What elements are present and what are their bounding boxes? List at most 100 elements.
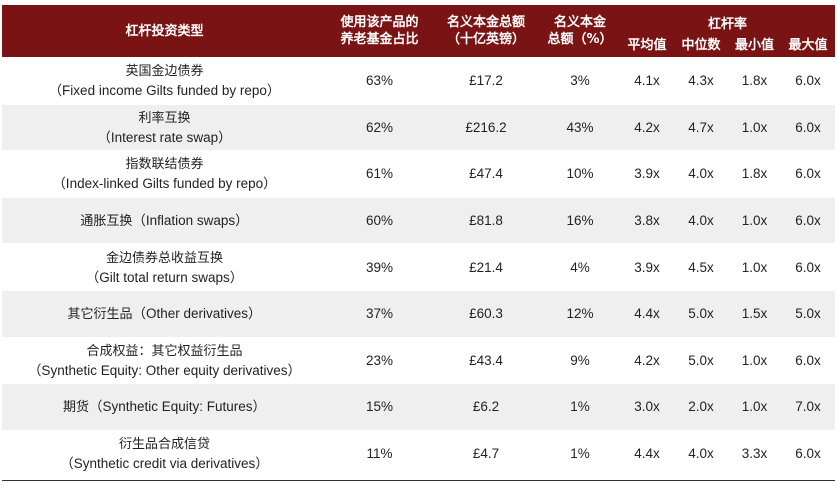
table-row: 其它衍生品（Other derivatives） 37% £60.3 12% 4.4x 5… bbox=[2, 289, 836, 338]
cell-share: 39% bbox=[327, 243, 432, 291]
table-row: 期货（Synthetic Equity: Futures） 15% £6.2 1% 3.… bbox=[2, 383, 836, 431]
cell-notional: £4.7 bbox=[432, 429, 540, 477]
cell-max: 6.0x bbox=[781, 103, 836, 151]
leverage-table-container: 杠杆投资类型 使用该产品的 养老基金占比 名义本金总额 （十亿英镑） 名义本金 … bbox=[0, 5, 837, 486]
cell-pct: 1% bbox=[540, 383, 620, 431]
cell-type: 合成权益：其它权益衍生品 （Synthetic Equity: Other equ… bbox=[2, 336, 327, 384]
type-en: （Synthetic credit via derivatives） bbox=[60, 456, 269, 472]
cell-notional: £17.2 bbox=[432, 57, 540, 105]
cell-max: 6.0x bbox=[781, 243, 836, 291]
cell-mean: 3.9x bbox=[620, 243, 674, 291]
cell-share: 63% bbox=[327, 57, 432, 105]
cell-median: 4.0x bbox=[674, 196, 728, 244]
cell-type: 英国金边债券 （Fixed income Gilts funded by repo… bbox=[2, 57, 327, 105]
table-header: 杠杆投资类型 使用该产品的 养老基金占比 名义本金总额 （十亿英镑） 名义本金 … bbox=[2, 5, 836, 58]
cell-type: 其它衍生品（Other derivatives） bbox=[2, 289, 327, 338]
type-en: （Other derivatives） bbox=[132, 305, 262, 321]
cell-type: 金边债券总收益互换 （Gilt total return swaps） bbox=[2, 243, 327, 291]
header-median: 中位数 bbox=[674, 33, 728, 58]
cell-pct: 12% bbox=[540, 289, 620, 338]
table-body: 英国金边债券 （Fixed income Gilts funded by repo… bbox=[2, 57, 836, 477]
cell-notional: £6.2 bbox=[432, 383, 540, 431]
cell-median: 5.0x bbox=[674, 289, 728, 338]
cell-notional: £47.4 bbox=[432, 150, 540, 198]
cell-min: 1.0x bbox=[728, 196, 781, 244]
cell-share: 37% bbox=[327, 289, 432, 338]
cell-min: 1.0x bbox=[728, 336, 781, 384]
table-row: 英国金边债券 （Fixed income Gilts funded by repo… bbox=[2, 57, 836, 105]
cell-mean: 3.0x bbox=[620, 383, 674, 431]
cell-median: 5.0x bbox=[674, 336, 728, 384]
header-pct-line2: 总额（%） bbox=[547, 32, 613, 47]
cell-notional: £21.4 bbox=[432, 243, 540, 291]
cell-max: 7.0x bbox=[781, 383, 836, 431]
cell-mean: 4.2x bbox=[620, 103, 674, 151]
cell-share: 60% bbox=[327, 196, 432, 244]
cell-min: 3.3x bbox=[728, 429, 781, 477]
cell-max: 6.0x bbox=[781, 57, 836, 105]
header-type: 杠杆投资类型 bbox=[2, 5, 327, 58]
table-row: 衍生品合成信贷 （Synthetic credit via derivatives… bbox=[2, 429, 836, 477]
type-en: （Synthetic Equity: Other equity derivati… bbox=[27, 362, 302, 378]
header-max: 最大值 bbox=[781, 33, 836, 58]
type-en: （Interest rate swap） bbox=[97, 129, 232, 145]
type-zh: 通胀互换 bbox=[80, 213, 133, 229]
cell-mean: 3.9x bbox=[620, 150, 674, 198]
cell-max: 5.0x bbox=[781, 289, 836, 338]
header-pct-line1: 名义本金 bbox=[553, 15, 606, 30]
cell-notional: £216.2 bbox=[432, 103, 540, 151]
cell-min: 1.0x bbox=[728, 243, 781, 291]
cell-max: 6.0x bbox=[781, 336, 836, 384]
type-zh: 金边债券总收益互换 bbox=[105, 250, 223, 266]
cell-pct: 9% bbox=[540, 336, 620, 384]
cell-min: 1.5x bbox=[728, 289, 781, 338]
table-row: 金边债券总收益互换 （Gilt total return swaps） 39% £21… bbox=[2, 243, 836, 291]
type-en: （Index-linked Gilts funded by repo） bbox=[52, 176, 277, 192]
header-pct: 名义本金 总额（%） bbox=[540, 5, 620, 58]
cell-mean: 3.8x bbox=[620, 196, 674, 244]
type-en: （Fixed income Gilts funded by repo） bbox=[48, 83, 281, 99]
table-row: 通胀互换（Inflation swaps） 60% £81.8 16% 3.8x 4.0x… bbox=[2, 196, 836, 244]
cell-type: 衍生品合成信贷 （Synthetic credit via derivatives… bbox=[2, 429, 327, 477]
header-share-line2: 养老基金占比 bbox=[340, 32, 419, 47]
header-leverage: 杠杆率 bbox=[620, 5, 836, 33]
type-zh: 英国金边债券 bbox=[125, 64, 204, 80]
cell-type: 期货（Synthetic Equity: Futures） bbox=[2, 383, 327, 431]
type-zh: 指数联结债券 bbox=[125, 157, 204, 173]
cell-type: 指数联结债券 （Index-linked Gilts funded by repo… bbox=[2, 150, 327, 198]
header-notional-line1: 名义本金总额 bbox=[446, 15, 525, 30]
cell-share: 62% bbox=[327, 103, 432, 151]
type-en: （Inflation swaps） bbox=[132, 212, 249, 228]
cell-share: 23% bbox=[327, 336, 432, 384]
header-share: 使用该产品的 养老基金占比 bbox=[327, 5, 432, 58]
cell-median: 4.7x bbox=[674, 103, 728, 151]
type-en: （Gilt total return swaps） bbox=[85, 269, 244, 285]
cell-mean: 4.1x bbox=[620, 57, 674, 105]
cell-min: 1.0x bbox=[728, 103, 781, 151]
header-notional-line2: （十亿英镑） bbox=[446, 32, 525, 47]
cell-share: 11% bbox=[327, 429, 432, 477]
cell-pct: 1% bbox=[540, 429, 620, 477]
type-zh: 其它衍生品 bbox=[67, 306, 133, 322]
cell-min: 1.8x bbox=[728, 150, 781, 198]
type-zh: 期货 bbox=[62, 399, 89, 415]
cell-notional: £60.3 bbox=[432, 289, 540, 338]
cell-min: 1.0x bbox=[728, 383, 781, 431]
type-zh: 利率互换 bbox=[138, 110, 191, 126]
cell-mean: 4.2x bbox=[620, 336, 674, 384]
header-share-line1: 使用该产品的 bbox=[340, 15, 419, 30]
cell-type: 通胀互换（Inflation swaps） bbox=[2, 196, 327, 244]
cell-max: 6.0x bbox=[781, 150, 836, 198]
cell-min: 1.8x bbox=[728, 57, 781, 105]
header-mean: 平均值 bbox=[620, 33, 674, 58]
header-notional: 名义本金总额 （十亿英镑） bbox=[432, 5, 540, 58]
cell-pct: 3% bbox=[540, 57, 620, 105]
cell-median: 2.0x bbox=[674, 383, 728, 431]
cell-share: 61% bbox=[327, 150, 432, 198]
type-en: （Synthetic Equity: Futures） bbox=[88, 398, 267, 414]
cell-type: 利率互换 （Interest rate swap） bbox=[2, 103, 327, 151]
cell-median: 4.0x bbox=[674, 429, 728, 477]
cell-pct: 16% bbox=[540, 196, 620, 244]
cell-median: 4.0x bbox=[674, 150, 728, 198]
cell-max: 6.0x bbox=[781, 196, 836, 244]
